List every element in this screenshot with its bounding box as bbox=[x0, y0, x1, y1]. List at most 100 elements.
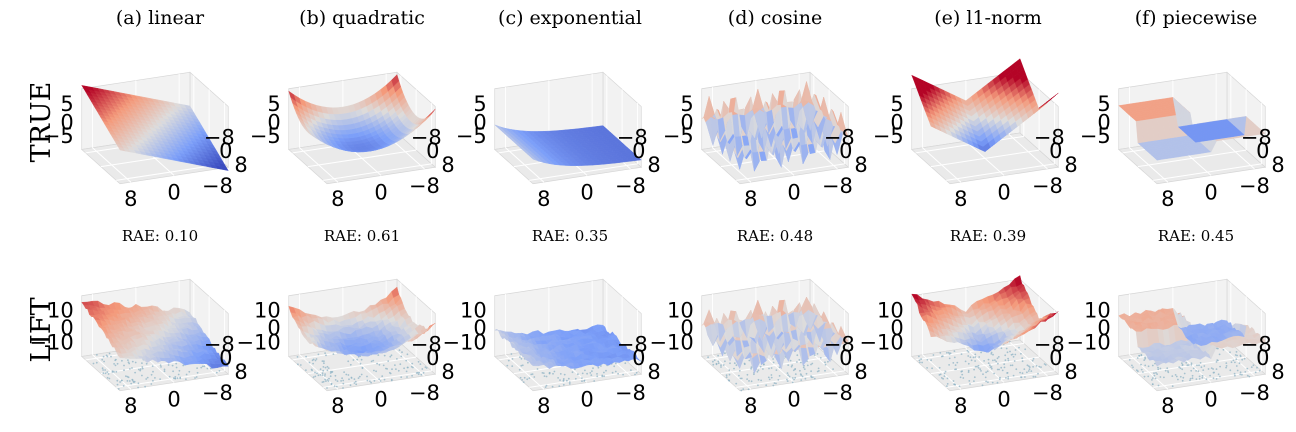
x-tick-label: 8 bbox=[124, 394, 137, 418]
surface-patch bbox=[391, 74, 400, 87]
x-tick-label: 0 bbox=[787, 388, 800, 412]
training-point bbox=[1024, 376, 1026, 378]
training-point bbox=[571, 371, 574, 374]
training-point bbox=[400, 355, 403, 358]
training-point bbox=[137, 382, 140, 385]
training-point bbox=[311, 359, 314, 362]
training-point bbox=[973, 368, 975, 371]
training-point bbox=[311, 369, 313, 372]
training-point bbox=[95, 361, 98, 364]
training-point bbox=[382, 364, 385, 367]
training-point bbox=[794, 373, 797, 375]
training-point bbox=[589, 372, 592, 374]
x-tick-label: 8 bbox=[537, 187, 550, 211]
training-point bbox=[735, 364, 738, 367]
training-point bbox=[801, 375, 804, 378]
training-point bbox=[110, 355, 112, 358]
training-point bbox=[390, 354, 393, 357]
training-point bbox=[369, 380, 371, 382]
training-point bbox=[195, 376, 198, 378]
training-point bbox=[357, 377, 360, 379]
training-point bbox=[209, 367, 212, 370]
training-point bbox=[359, 362, 362, 365]
training-point bbox=[562, 380, 565, 382]
training-point bbox=[753, 373, 755, 376]
grid-line bbox=[529, 163, 638, 181]
x-tick-label: −8 bbox=[615, 381, 646, 405]
training-point bbox=[343, 371, 345, 373]
training-point bbox=[510, 353, 513, 355]
grid-line bbox=[946, 163, 1055, 181]
training-point bbox=[581, 377, 583, 379]
training-point bbox=[168, 375, 171, 378]
training-point bbox=[614, 370, 617, 373]
y-tick-label: 0 bbox=[219, 139, 232, 163]
training-point bbox=[421, 368, 424, 370]
training-point bbox=[824, 369, 826, 372]
y-tick-label: −8 bbox=[204, 125, 235, 149]
training-point bbox=[341, 377, 343, 380]
training-point bbox=[832, 368, 834, 370]
training-point bbox=[1006, 351, 1009, 354]
training-point bbox=[1000, 366, 1003, 369]
training-point bbox=[196, 371, 199, 374]
training-point bbox=[746, 373, 749, 376]
training-point bbox=[557, 377, 559, 379]
training-point bbox=[543, 375, 546, 377]
training-point bbox=[329, 375, 332, 378]
training-point bbox=[419, 363, 422, 365]
y-tick-label: −8 bbox=[1034, 125, 1065, 149]
training-point bbox=[321, 374, 324, 376]
training-point bbox=[518, 368, 521, 371]
training-point bbox=[519, 356, 521, 358]
training-point bbox=[972, 356, 975, 359]
training-point bbox=[417, 360, 420, 363]
training-point bbox=[750, 380, 753, 383]
training-point bbox=[102, 369, 104, 371]
training-point bbox=[366, 379, 369, 382]
training-point bbox=[967, 355, 970, 357]
z-tick-label: −5 bbox=[43, 124, 74, 148]
x-tick-label: −8 bbox=[1032, 174, 1063, 198]
training-point bbox=[601, 374, 604, 377]
training-point bbox=[1007, 377, 1010, 380]
training-point bbox=[167, 364, 170, 366]
training-point bbox=[786, 372, 789, 374]
training-point bbox=[336, 380, 339, 382]
training-point bbox=[128, 362, 131, 365]
training-point bbox=[119, 381, 121, 383]
training-point bbox=[707, 356, 709, 359]
training-point bbox=[417, 373, 420, 376]
grid-line bbox=[505, 147, 545, 183]
x-tick-label: −8 bbox=[409, 174, 440, 198]
training-point bbox=[574, 377, 577, 380]
training-point bbox=[581, 372, 584, 375]
training-point bbox=[778, 375, 781, 377]
training-point bbox=[174, 377, 177, 380]
training-point bbox=[523, 376, 526, 379]
z-tick-label: 0 bbox=[267, 111, 280, 135]
training-point bbox=[335, 385, 338, 388]
training-point bbox=[953, 350, 956, 352]
training-point bbox=[521, 364, 524, 367]
y-tick-label: 8 bbox=[647, 360, 660, 384]
training-point bbox=[544, 386, 547, 388]
surface-patch bbox=[1221, 119, 1230, 123]
training-point bbox=[141, 366, 144, 368]
training-point bbox=[1038, 365, 1041, 368]
training-point bbox=[740, 389, 743, 392]
training-point bbox=[533, 376, 536, 378]
training-point bbox=[763, 363, 765, 365]
training-point bbox=[324, 366, 327, 369]
surface-patch bbox=[597, 125, 606, 129]
training-point bbox=[1009, 350, 1011, 353]
training-point bbox=[395, 368, 397, 370]
training-point bbox=[319, 368, 322, 371]
training-point bbox=[824, 363, 827, 366]
training-point bbox=[378, 363, 381, 366]
training-point bbox=[373, 379, 376, 382]
training-point bbox=[314, 359, 317, 362]
z-tick-label: 0 bbox=[1097, 111, 1110, 135]
